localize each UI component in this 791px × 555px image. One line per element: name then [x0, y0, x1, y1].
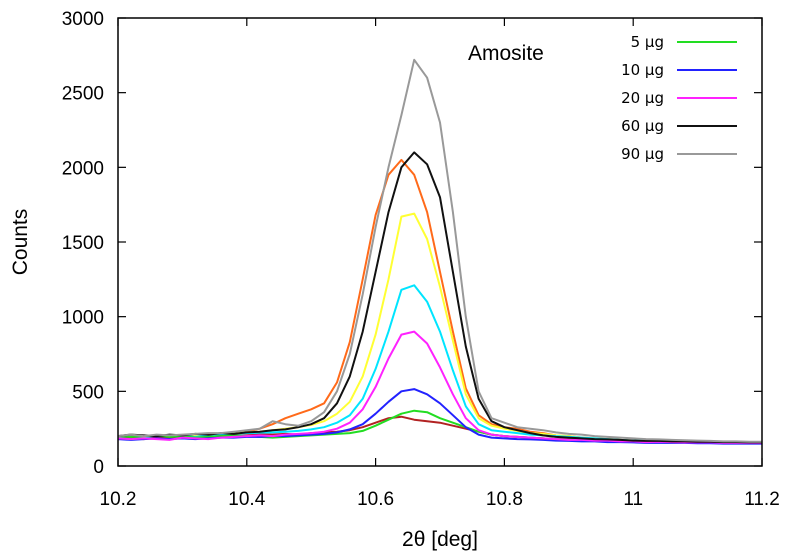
x-tick-label: 10.6: [357, 489, 394, 510]
y-tick-label: 1000: [62, 308, 104, 329]
legend-label: 60 μg: [621, 117, 664, 135]
x-tick-label: 10.2: [100, 489, 137, 510]
y-tick-label: 3000: [62, 9, 104, 30]
plot-frame: [117, 17, 763, 467]
chart-annotation: Amosite: [468, 42, 544, 65]
legend-label: 5 μg: [631, 33, 664, 51]
x-tick-label: 10.8: [486, 489, 523, 510]
axes-layer: 10.2 10.4 10.6 10.8 11 11.2 0 500 1000 1500 2000 25…: [62, 9, 780, 510]
legend-label: 20 μg: [621, 89, 664, 107]
legend-label: 10 μg: [621, 61, 664, 79]
series-line-6: [117, 330, 762, 444]
y-tick-label: 1500: [62, 233, 104, 254]
y-tick-label: 2000: [62, 158, 104, 179]
y-tick-label: 2500: [62, 84, 104, 105]
x-tick-label: 10.4: [228, 489, 265, 510]
series-line-1: [117, 212, 762, 444]
x-axis-title: 2θ [deg]: [402, 528, 478, 551]
x-tick-label: 11: [623, 489, 643, 510]
y-tick-label: 0: [93, 457, 104, 478]
legend-label: 90 μg: [621, 145, 664, 163]
legend: 5 μg 10 μg 20 μg 60 μg 90 μg: [621, 33, 737, 163]
y-axis-title: Counts: [9, 209, 32, 276]
series-line-7: [117, 151, 762, 444]
y-tick-label: 500: [72, 382, 104, 403]
series-line-8: [117, 58, 762, 443]
series-layer: [117, 58, 762, 445]
x-tick-label: 11.2: [744, 489, 780, 510]
